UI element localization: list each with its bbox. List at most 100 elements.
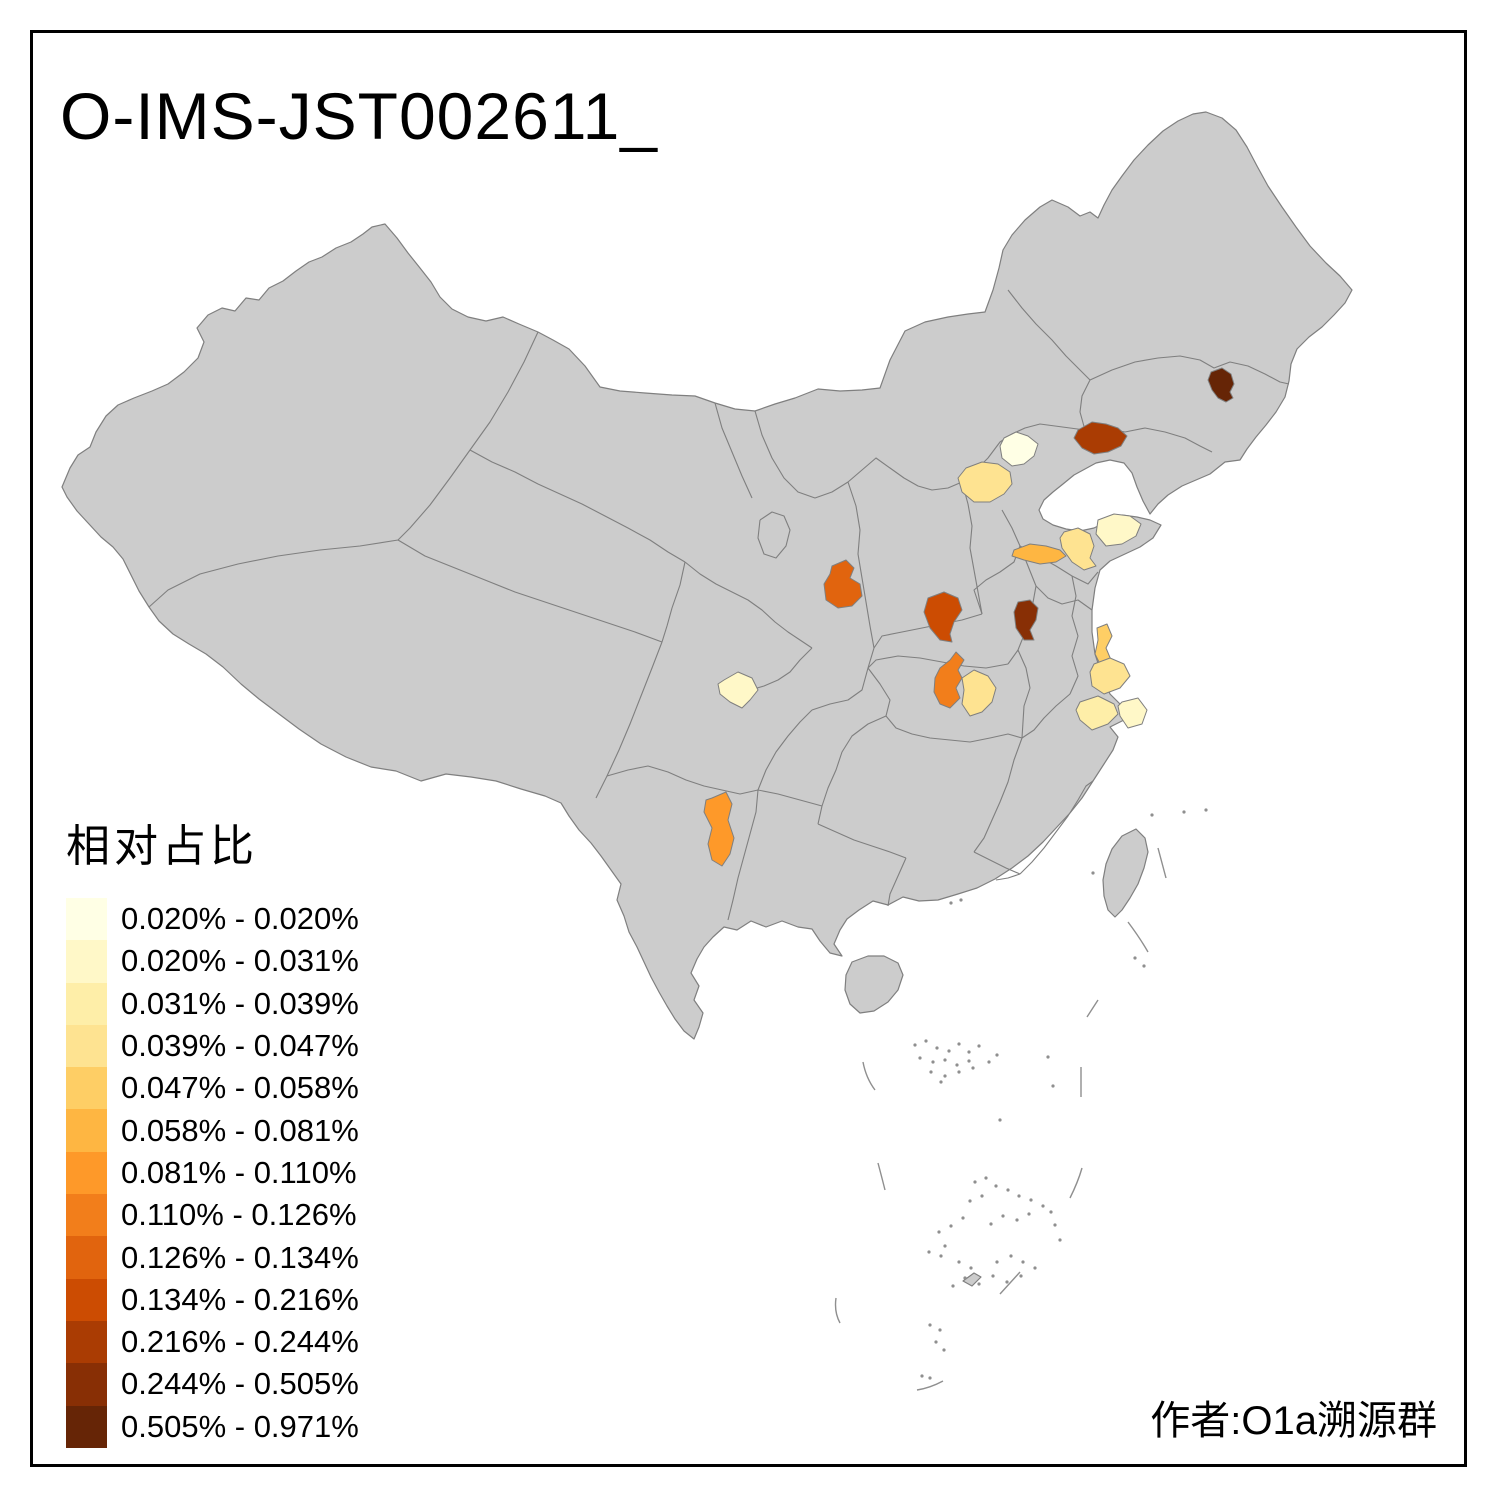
sea-island-speck [943, 1058, 947, 1062]
map-region [1095, 513, 1142, 547]
sea-island-speck [937, 1230, 941, 1234]
sea-island-speck [987, 1060, 991, 1064]
sea-island-speck [1017, 1194, 1021, 1198]
sea-island-speck [935, 1046, 939, 1050]
map-region [1089, 657, 1131, 695]
sea-island-speck [957, 1070, 961, 1074]
map-region [1117, 697, 1148, 729]
legend-row: 0.039% - 0.047% [66, 1024, 359, 1068]
legend-label: 0.244% - 0.505% [121, 1366, 359, 1402]
legend-label: 0.020% - 0.031% [121, 943, 359, 979]
sea-island-speck [1182, 810, 1186, 814]
map-region [1059, 527, 1097, 571]
legend-swatch [66, 1194, 107, 1237]
legend-label: 0.058% - 0.081% [121, 1112, 359, 1148]
sea-island-speck [1009, 1254, 1013, 1258]
sea-island-speck [957, 1260, 961, 1264]
sea-island-speck [1133, 956, 1137, 960]
sea-island-speck [957, 1042, 961, 1046]
sea-island-speck [920, 1374, 924, 1378]
legend-swatch [66, 1236, 107, 1279]
map-region [1011, 543, 1067, 565]
map-region [999, 431, 1039, 467]
map-region [923, 591, 963, 643]
legend-label: 0.047% - 0.058% [121, 1070, 359, 1106]
sea-island-speck [1041, 1204, 1045, 1208]
sea-island-speck [994, 1184, 998, 1188]
sea-island-speck [949, 1224, 953, 1228]
legend-label: 0.126% - 0.134% [121, 1239, 359, 1275]
legend-row: 0.216% - 0.244% [66, 1320, 359, 1364]
sea-island-speck [967, 1050, 971, 1054]
legend-swatch [66, 898, 107, 941]
sea-island-speck [959, 898, 963, 902]
map-region [961, 669, 997, 717]
sea-island-speck [939, 1254, 943, 1258]
sea-island-speck [995, 1260, 999, 1264]
legend-swatch [66, 940, 107, 983]
legend-row: 0.058% - 0.081% [66, 1109, 359, 1152]
legend: 相对占比 0.020% - 0.020% 0.020% - 0.031% 0.031… [66, 810, 359, 1448]
province-borders-north [684, 402, 1086, 691]
sea-island-speck [931, 1060, 935, 1064]
legend-label: 0.020% - 0.020% [121, 901, 359, 937]
sea-island-speck [1046, 1055, 1050, 1059]
map-region [823, 559, 863, 609]
legend-label: 0.216% - 0.244% [121, 1324, 359, 1360]
sea-island-speck [1015, 1218, 1019, 1222]
legend-swatch [66, 1109, 107, 1152]
legend-swatch [66, 1363, 107, 1406]
sea-island-speck [943, 1074, 947, 1078]
province-borders-west [148, 331, 686, 799]
sea-island-speck [1029, 1198, 1033, 1202]
legend-row: 0.505% - 0.971% [66, 1405, 359, 1448]
sea-island-speck [1150, 813, 1154, 817]
legend-swatch [66, 1278, 107, 1321]
sea-island-speck [1142, 964, 1146, 968]
sea-island-speck [971, 1066, 975, 1070]
sea-island-speck [984, 1176, 988, 1180]
sea-island-speck [1058, 1238, 1062, 1242]
province-borders-east [867, 289, 1290, 743]
sea-island-speck [924, 1039, 928, 1043]
sea-island-speck [1001, 1214, 1005, 1218]
colored-regions [703, 367, 1235, 867]
sea-island-speck [1019, 1274, 1023, 1278]
legend-row: 0.020% - 0.031% [66, 940, 359, 983]
legend-label: 0.134% - 0.216% [121, 1281, 359, 1317]
sea-island-speck [942, 1348, 946, 1352]
sea-island-speck [989, 1222, 993, 1226]
map-region [1013, 599, 1039, 641]
map-title: O-IMS-JST002611_ [60, 79, 659, 153]
sea-island-speck [947, 1049, 951, 1053]
sea-island-speck [977, 1044, 981, 1048]
legend-swatch [66, 1067, 107, 1110]
sea-island-arcs [834, 847, 1167, 1391]
sea-island-speck [928, 1376, 932, 1380]
sea-island-speck [1033, 1266, 1037, 1270]
legend-row: 0.031% - 0.039% [66, 982, 359, 1025]
sea-island-speck [951, 1284, 955, 1288]
sea-island-speck [934, 1340, 938, 1344]
china-mainland [61, 111, 1353, 1040]
sea-island-speck [991, 1274, 995, 1278]
legend-row: 0.244% - 0.505% [66, 1363, 359, 1406]
sea-island-speck [980, 1194, 984, 1198]
legend-label: 0.039% - 0.047% [121, 1028, 359, 1064]
legend-row: 0.110% - 0.126% [66, 1194, 359, 1237]
sea-island-speck [1053, 1223, 1057, 1227]
sea-island-speck [968, 1199, 972, 1203]
legend-swatch [66, 1024, 107, 1068]
legend-label: 0.081% - 0.110% [121, 1154, 357, 1190]
legend-row: 0.134% - 0.216% [66, 1278, 359, 1321]
sea-island-speck [1049, 1210, 1053, 1214]
map-region [1073, 421, 1128, 455]
sea-island-speck [977, 1282, 981, 1286]
sea-island-speck [1006, 1188, 1010, 1192]
sea-island-speck [961, 1216, 965, 1220]
map-region [1075, 695, 1119, 731]
figure-border [30, 30, 1467, 1467]
sea-island-speck [928, 1323, 932, 1327]
legend-label: 0.110% - 0.126% [121, 1197, 357, 1233]
